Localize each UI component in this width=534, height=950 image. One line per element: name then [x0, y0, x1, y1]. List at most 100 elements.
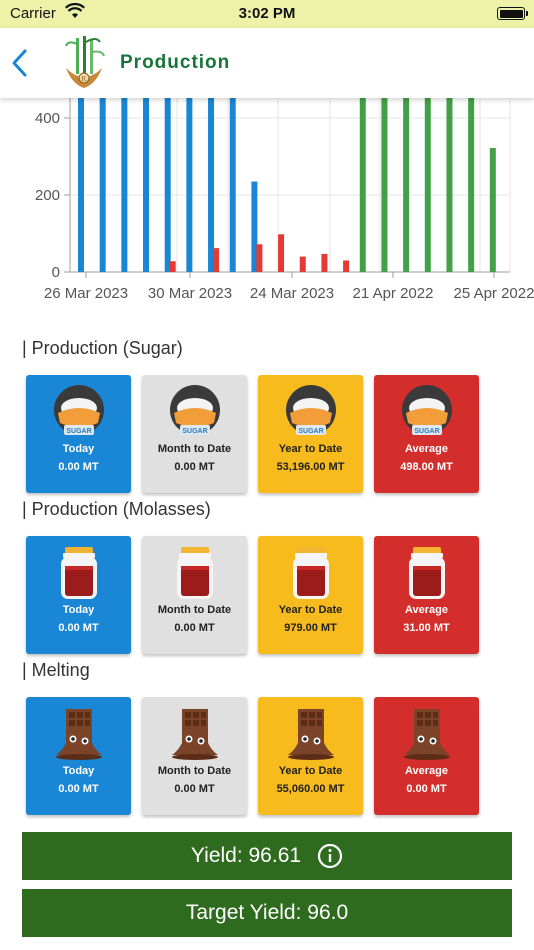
bar-blue[interactable] — [78, 98, 84, 273]
sugar-card-year-to-date[interactable]: SUGAR Year to Date 53,196.00 MT — [258, 375, 363, 493]
y-tick-label: 400 — [35, 110, 60, 127]
target-yield-label: Target Yield: 96.0 — [185, 901, 349, 924]
card-value: 0.00 MT — [58, 622, 99, 634]
svg-text:SUGAR: SUGAR — [414, 428, 439, 435]
card-label: Month to Date — [157, 765, 232, 777]
card-value: 53,196.00 MT — [276, 461, 345, 473]
melting-card-average[interactable]: Average 0.00 MT — [374, 697, 479, 815]
battery-icon — [497, 7, 528, 20]
jam-jar-icon — [293, 547, 329, 599]
card-label: Today — [62, 604, 95, 616]
bar-chart: 0 200 400 26 Mar 2023 30 Mar 2023 24 Mar 2023… — [35, 98, 534, 302]
card-value: 0.00 MT — [58, 461, 99, 473]
card-label: Today — [62, 765, 95, 777]
bar-blue[interactable] — [229, 98, 236, 273]
melting-card-month-to-date[interactable]: Month to Date 0.00 MT — [142, 697, 247, 815]
bar-red[interactable] — [169, 261, 176, 272]
sugar-card-average[interactable]: SUGAR Average 498.00 MT — [374, 375, 479, 493]
bar-red[interactable] — [343, 260, 350, 272]
page-title: Production — [120, 52, 231, 73]
bar-red[interactable] — [278, 234, 285, 272]
x-tick-label: 30 Mar 2023 — [148, 285, 232, 302]
nav-bar: R Production — [0, 28, 534, 98]
bar-green[interactable] — [403, 98, 410, 273]
card-label: Year to Date — [278, 443, 343, 455]
bar-green[interactable] — [446, 98, 453, 273]
card-label: Average — [404, 604, 448, 616]
clock: 3:02 PM — [238, 5, 296, 22]
svg-text:SUGAR: SUGAR — [182, 428, 207, 435]
bar-blue[interactable] — [208, 98, 215, 273]
card-value: 31.00 MT — [403, 622, 450, 634]
svg-text:SUGAR: SUGAR — [66, 428, 91, 435]
sugar-bowl-icon: SUGAR — [170, 385, 220, 435]
section-title-sugar: | Production (Sugar) — [22, 338, 183, 358]
card-label: Today — [62, 443, 95, 455]
bar-red[interactable] — [321, 253, 328, 272]
yield-button[interactable]: Yield: 96.61 — [22, 832, 512, 880]
bar-green[interactable] — [359, 98, 366, 273]
card-label: Average — [404, 765, 448, 777]
bar-green[interactable] — [468, 98, 475, 273]
sugar-bowl-icon: SUGAR — [54, 385, 104, 435]
molasses-card-month-to-date[interactable]: Month to Date 0.00 MT — [142, 536, 247, 654]
card-label: Average — [404, 443, 448, 455]
y-tick-label: 200 — [35, 187, 60, 204]
molasses-card-year-to-date[interactable]: Year to Date 979.00 MT — [258, 536, 363, 654]
wifi-icon — [65, 3, 85, 18]
x-tick-label: 25 Apr 2022 — [454, 285, 534, 302]
back-chevron-icon[interactable] — [6, 46, 34, 80]
bar-blue[interactable] — [121, 98, 128, 273]
card-value: 55,060.00 MT — [276, 783, 345, 795]
bar-blue[interactable] — [99, 98, 106, 273]
bar-green[interactable] — [381, 98, 388, 273]
card-value: 0.00 MT — [58, 783, 99, 795]
molasses-card-today[interactable]: Today 0.00 MT — [26, 536, 131, 654]
bar-blue[interactable] — [143, 98, 150, 273]
sugarcane-logo-icon: R — [65, 36, 105, 88]
x-tick-label: 26 Mar 2023 — [44, 285, 128, 302]
bar-blue[interactable] — [186, 98, 193, 273]
svg-text:SUGAR: SUGAR — [298, 428, 323, 435]
svg-text:R: R — [82, 75, 87, 83]
card-label: Month to Date — [157, 443, 232, 455]
card-value: 0.00 MT — [174, 461, 215, 473]
bar-green[interactable] — [489, 148, 496, 272]
carrier-label: Carrier — [10, 5, 56, 22]
melting-card-year-to-date[interactable]: Year to Date 55,060.00 MT — [258, 697, 363, 815]
card-value: 0.00 MT — [406, 783, 447, 795]
bar-blue[interactable] — [164, 98, 171, 273]
sugar-bowl-icon: SUGAR — [402, 385, 452, 435]
yield-label: Yield: 96.61 — [190, 844, 302, 867]
jam-jar-icon — [61, 547, 97, 599]
melting-chocolate-icon — [404, 709, 450, 760]
x-tick-label: 24 Mar 2023 — [250, 285, 334, 302]
bar-red[interactable] — [299, 256, 306, 272]
card-value: 0.00 MT — [174, 622, 215, 634]
melting-chocolate-icon — [56, 709, 102, 760]
melting-chocolate-icon — [288, 709, 334, 760]
card-value: 498.00 MT — [400, 461, 453, 473]
jam-jar-icon — [177, 547, 213, 599]
card-label: Month to Date — [157, 604, 232, 616]
melting-card-today[interactable]: Today 0.00 MT — [26, 697, 131, 815]
x-tick-label: 21 Apr 2022 — [353, 285, 434, 302]
card-value: 979.00 MT — [284, 622, 337, 634]
molasses-card-average[interactable]: Average 31.00 MT — [374, 536, 479, 654]
melting-chocolate-icon — [172, 709, 218, 760]
production-chart: 0 200 400 26 Mar 2023 30 Mar 2023 24 Mar 2023… — [0, 98, 534, 310]
info-icon[interactable] — [317, 843, 343, 869]
section-title-melting: | Melting — [22, 660, 90, 680]
jam-jar-icon — [409, 547, 445, 599]
bar-blue[interactable] — [251, 181, 258, 272]
bar-green[interactable] — [424, 98, 431, 273]
bar-red[interactable] — [213, 248, 220, 272]
bar-red[interactable] — [256, 244, 263, 272]
y-tick-label: 0 — [52, 264, 60, 281]
sugar-card-today[interactable]: SUGAR Today 0.00 MT — [26, 375, 131, 493]
card-label: Year to Date — [278, 765, 343, 777]
sugar-bowl-icon: SUGAR — [286, 385, 336, 435]
sugar-card-month-to-date[interactable]: SUGAR Month to Date 0.00 MT — [142, 375, 247, 493]
section-title-molasses: | Production (Molasses) — [22, 499, 211, 519]
target-yield-button: Target Yield: 96.0 — [22, 889, 512, 937]
